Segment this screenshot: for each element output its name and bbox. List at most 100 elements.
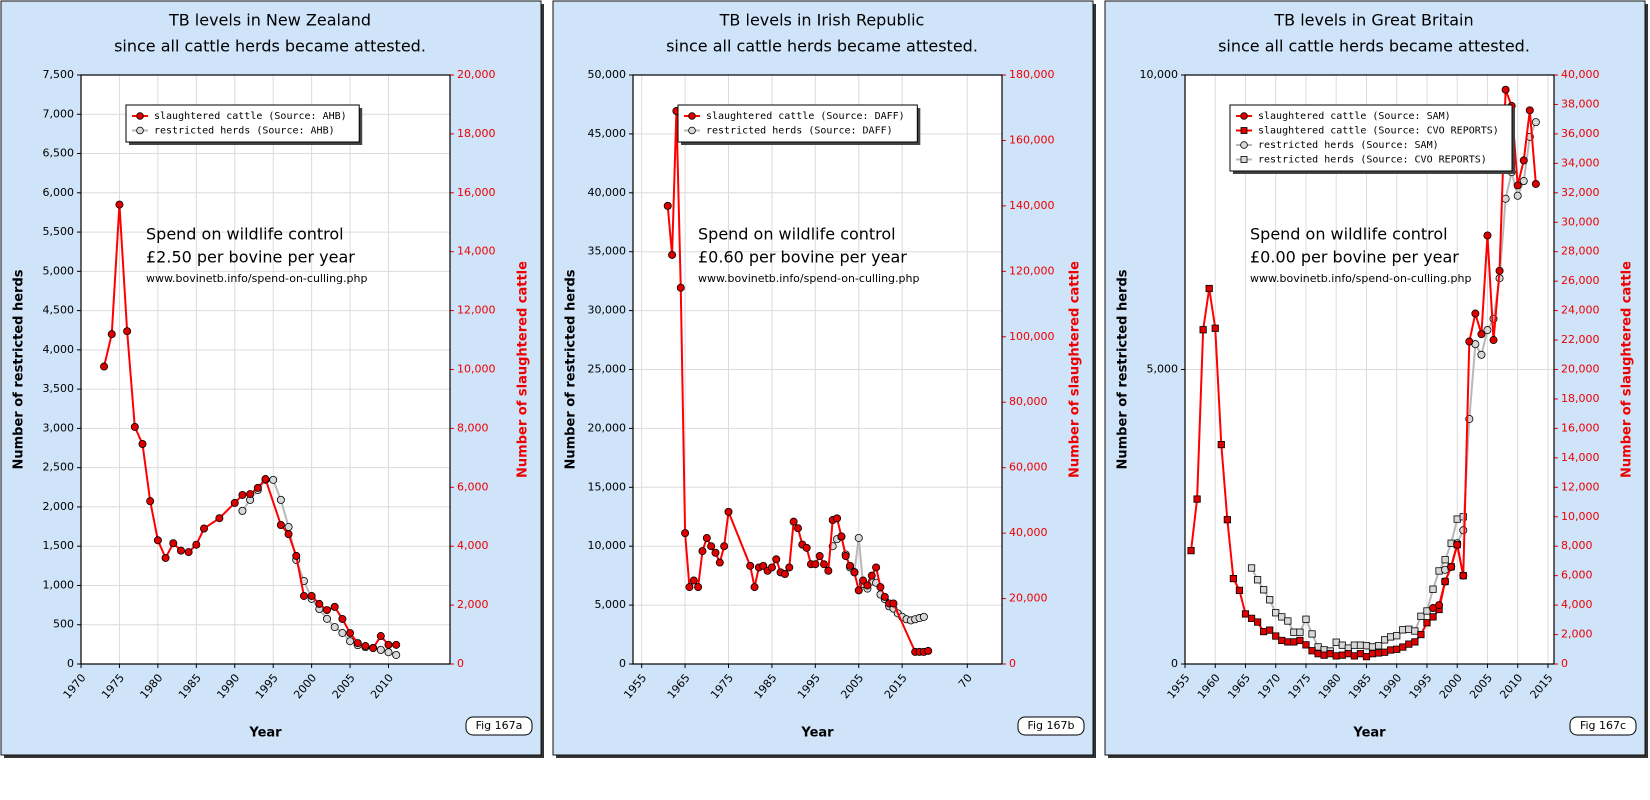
y2-tick-label: 100,000 bbox=[1009, 330, 1055, 343]
data-point bbox=[685, 583, 694, 592]
data-point bbox=[184, 548, 193, 557]
data-point bbox=[315, 599, 324, 608]
data-point bbox=[1453, 540, 1462, 549]
data-point bbox=[715, 558, 724, 567]
annotation: £0.00 per bovine per year bbox=[1250, 248, 1459, 267]
data-point bbox=[146, 497, 155, 506]
y2-tick-label: 0 bbox=[1009, 657, 1016, 670]
data-point bbox=[1501, 85, 1510, 94]
legend bbox=[677, 104, 918, 143]
annotation: £0.60 per bovine per year bbox=[698, 248, 907, 267]
data-point bbox=[1513, 181, 1522, 190]
data-point bbox=[1266, 596, 1274, 604]
y-tick-label: 2,000 bbox=[43, 500, 75, 513]
data-point bbox=[789, 517, 798, 526]
annotation: Spend on wildlife control bbox=[698, 225, 896, 244]
legend-label: restricted herds (Source: SAM) bbox=[1258, 140, 1439, 151]
data-point bbox=[841, 552, 850, 561]
data-point bbox=[694, 583, 703, 592]
plot-frame bbox=[1184, 74, 1555, 665]
data-point bbox=[346, 629, 355, 638]
data-point bbox=[384, 648, 393, 657]
y2-tick-label: 14,000 bbox=[1561, 451, 1600, 464]
y-tick-label: 40,000 bbox=[588, 186, 627, 199]
data-point bbox=[1519, 177, 1528, 186]
legend-marker bbox=[1240, 141, 1248, 149]
y-tick-label: 1,500 bbox=[43, 539, 75, 552]
data-point bbox=[1260, 586, 1268, 594]
legend-label: slaughtered cattle (Source: DAFF) bbox=[706, 111, 905, 122]
y2-axis-title: Number of slaughtered cattle bbox=[516, 261, 531, 478]
data-point bbox=[376, 632, 385, 641]
data-point bbox=[1411, 627, 1419, 635]
data-point bbox=[1381, 648, 1389, 656]
data-point bbox=[824, 566, 833, 575]
data-point bbox=[1338, 651, 1346, 659]
data-point bbox=[702, 534, 711, 543]
y2-tick-label: 24,000 bbox=[1561, 304, 1600, 317]
data-point bbox=[299, 591, 308, 600]
legend-label: slaughtered cattle (Source: AHB) bbox=[154, 111, 347, 122]
y2-tick-label: 20,000 bbox=[457, 68, 496, 81]
chart-title: TB levels in Irish Republic bbox=[719, 11, 925, 30]
data-point bbox=[1381, 636, 1389, 644]
y-axis-title: Number of restricted herds bbox=[564, 269, 579, 469]
data-point bbox=[1387, 646, 1395, 654]
data-point bbox=[750, 583, 759, 592]
data-point bbox=[1217, 440, 1225, 449]
y2-tick-label: 80,000 bbox=[1009, 395, 1048, 408]
y-tick-label: 6,000 bbox=[43, 186, 75, 199]
data-point bbox=[1362, 653, 1371, 661]
y2-tick-label: 14,000 bbox=[457, 245, 496, 258]
legend-marker bbox=[1240, 156, 1248, 163]
data-point bbox=[130, 422, 139, 431]
data-point bbox=[138, 440, 147, 449]
y2-tick-label: 4,000 bbox=[1561, 598, 1593, 611]
data-point bbox=[720, 542, 729, 551]
chart-subtitle: since all cattle herds became attested. bbox=[666, 37, 978, 56]
data-point bbox=[681, 529, 690, 538]
data-point bbox=[1314, 650, 1322, 658]
data-point bbox=[833, 514, 842, 523]
data-point bbox=[169, 539, 178, 548]
chart-title: TB levels in Great Britain bbox=[1273, 11, 1473, 30]
legend-label: restricted herds (Source: DAFF) bbox=[706, 126, 893, 137]
data-point bbox=[1332, 652, 1340, 660]
data-point bbox=[1308, 647, 1316, 655]
y-tick-label: 10,000 bbox=[1140, 68, 1179, 81]
data-point bbox=[811, 560, 820, 569]
data-point bbox=[1393, 632, 1401, 640]
y2-tick-label: 10,000 bbox=[1561, 510, 1600, 523]
y2-tick-label: 60,000 bbox=[1009, 461, 1048, 474]
y-axis-title: Number of restricted herds bbox=[12, 269, 27, 469]
y-tick-label: 0 bbox=[619, 657, 626, 670]
data-point bbox=[1501, 194, 1510, 203]
legend-marker bbox=[136, 112, 144, 120]
data-point bbox=[1302, 615, 1310, 623]
data-point bbox=[1338, 641, 1346, 649]
data-point bbox=[802, 543, 811, 552]
data-point bbox=[1495, 266, 1504, 275]
y-tick-label: 6,500 bbox=[43, 147, 75, 160]
data-point bbox=[153, 536, 162, 545]
data-point bbox=[1368, 650, 1377, 658]
data-point bbox=[1187, 547, 1195, 555]
data-point bbox=[867, 571, 876, 580]
y2-tick-label: 16,000 bbox=[457, 186, 496, 199]
data-point bbox=[1199, 326, 1207, 334]
y-tick-label: 35,000 bbox=[588, 245, 627, 258]
data-point bbox=[292, 551, 301, 560]
y-tick-label: 3,000 bbox=[43, 421, 75, 434]
y2-tick-label: 0 bbox=[1561, 657, 1568, 670]
data-point bbox=[1308, 630, 1316, 638]
data-point bbox=[1531, 179, 1540, 188]
chart: TB levels in New Zealand since all cattle… bbox=[0, 0, 544, 758]
data-point bbox=[161, 553, 170, 562]
data-point bbox=[123, 327, 132, 336]
data-point bbox=[1531, 118, 1540, 127]
annotation: www.bovinetb.info/spend-on-culling.php bbox=[146, 272, 367, 285]
data-point bbox=[1459, 571, 1468, 580]
y2-tick-label: 18,000 bbox=[1561, 392, 1600, 405]
data-point bbox=[1260, 628, 1268, 636]
y2-tick-label: 2,000 bbox=[1561, 628, 1593, 641]
